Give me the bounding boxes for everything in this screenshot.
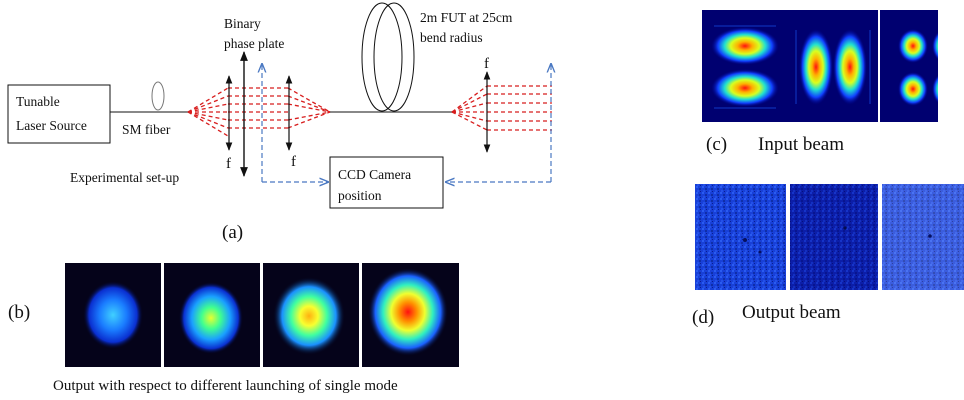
panel-b-spots: (b) Output with respect to different lau…	[8, 263, 459, 394]
panel-a-setup: Tunable Laser Source SM fiber	[7, 2, 552, 243]
phase-plate-label-2: phase plate	[224, 36, 284, 51]
input-mode-2	[795, 29, 871, 105]
panel-b-label: (b)	[8, 302, 30, 323]
spot-3	[273, 277, 345, 355]
fut-coil-2	[373, 2, 415, 112]
spot-2	[179, 282, 243, 354]
spot-4	[368, 268, 448, 356]
input-mode-clip	[938, 10, 964, 122]
ccd-label-1: CCD Camera	[338, 167, 411, 182]
focal-label-3: f	[484, 56, 489, 72]
sm-fiber-label: SM fiber	[122, 122, 171, 137]
panel-d-output-beam: (d) Output beam	[692, 184, 964, 328]
ccd-label-2: position	[338, 188, 382, 203]
panel-a-label: (a)	[222, 222, 243, 243]
output-tile-2	[790, 184, 878, 290]
ccd-feedback-paths	[262, 64, 551, 182]
setup-caption: Experimental set-up	[70, 170, 179, 185]
laser-source-line-2: Laser Source	[16, 118, 87, 133]
laser-source-line-1: Tunable	[16, 94, 60, 109]
ccd-camera-box	[329, 156, 444, 209]
panel-d-caption: Output beam	[742, 302, 841, 323]
focal-label-2: f	[291, 154, 296, 170]
phase-plate-label-1: Binary	[224, 16, 261, 31]
laser-source-box	[7, 84, 111, 144]
output-tile-3	[882, 184, 964, 290]
output-beam-fan	[451, 85, 552, 131]
fut-label-2: bend radius	[420, 30, 483, 45]
panel-c-label: (c)	[706, 134, 727, 155]
panel-d-label: (d)	[692, 307, 714, 328]
focal-label-1: f	[226, 156, 231, 172]
panel-c-caption: Input beam	[758, 134, 844, 155]
sm-fiber-loop	[151, 81, 165, 111]
panel-c-input-beam: (c) Input beam	[702, 10, 964, 155]
panel-b-caption: Output with respect to different launchi…	[53, 378, 398, 394]
spot-1	[83, 281, 143, 349]
fut-label-1: 2m FUT at 25cm	[420, 10, 513, 25]
input-beam-fan	[187, 87, 331, 137]
input-mode-1	[711, 25, 779, 109]
fut-coil-1	[361, 2, 403, 112]
output-tile-1	[695, 184, 786, 290]
